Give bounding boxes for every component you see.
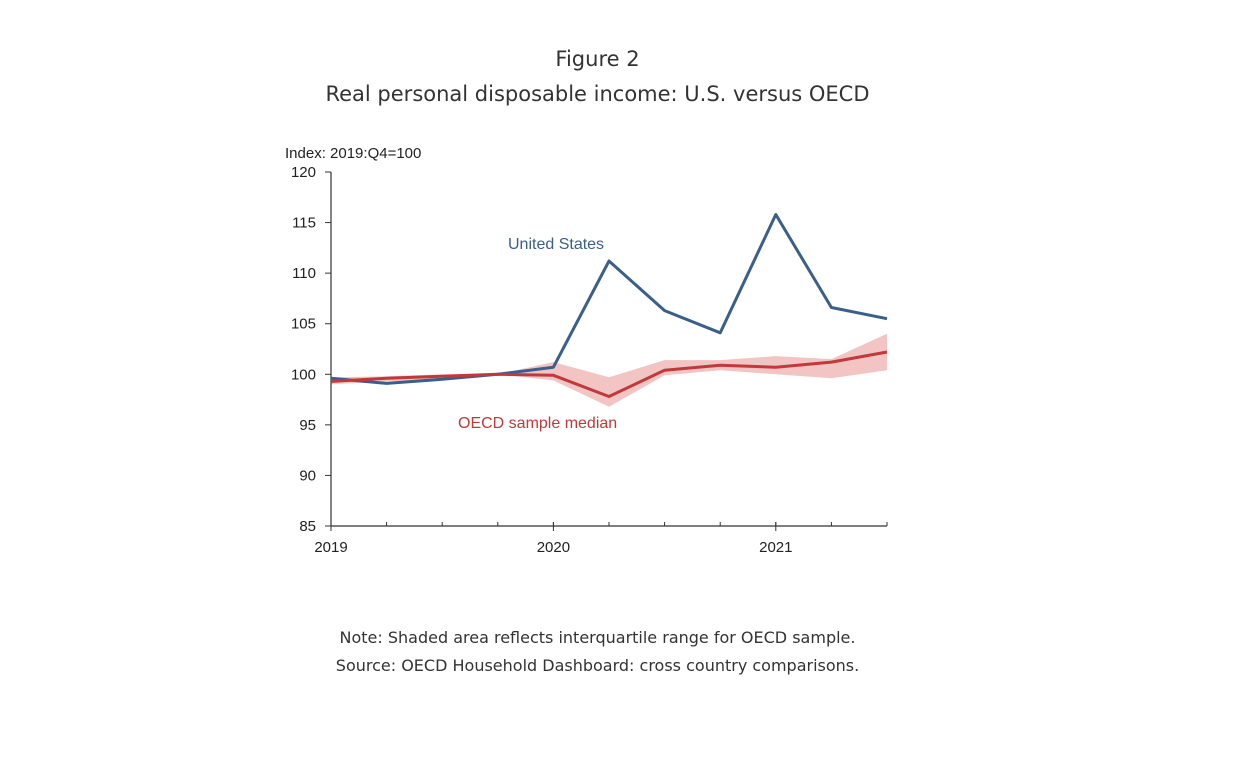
series-label-oecd-median: OECD sample median (458, 415, 617, 432)
x-tick-label: 2021 (759, 539, 792, 556)
series-label-united-states: United States (508, 236, 604, 253)
y-tick-label: 95 (299, 417, 316, 434)
y-tick-label: 115 (292, 215, 316, 232)
x-tick-label: 2020 (537, 539, 570, 556)
y-tick-label: 90 (299, 467, 316, 484)
iqr-band-layer (331, 333, 887, 407)
axes (325, 171, 888, 531)
series-layer (330, 213, 888, 398)
x-tick-label: 2019 (314, 539, 347, 556)
figure-title: Figure 2 (555, 47, 640, 71)
series-line-oecd-median (330, 350, 888, 398)
figure-subtitle: Real personal disposable income: U.S. ve… (325, 82, 870, 106)
iqr-band (331, 333, 887, 407)
y-tick-label: 105 (291, 316, 316, 333)
y-tick-label: 85 (299, 518, 316, 535)
labels-layer: 85 90 95 100 105 110 115 120 2019 2020 2021 Index: … (285, 145, 792, 556)
y-tick-label: 120 (291, 164, 316, 181)
y-tick-label: 100 (291, 366, 316, 383)
figure-notes: Note: Shaded area reflects interquartile… (0, 624, 1195, 680)
note-source: Source: OECD Household Dashboard: cross … (335, 656, 860, 675)
series-line-united-states (330, 213, 888, 385)
note-shaded-area: Note: Shaded area reflects interquartile… (339, 628, 856, 647)
y-axis-unit-label: Index: 2019:Q4=100 (285, 145, 421, 162)
y-tick-label: 110 (292, 265, 316, 282)
